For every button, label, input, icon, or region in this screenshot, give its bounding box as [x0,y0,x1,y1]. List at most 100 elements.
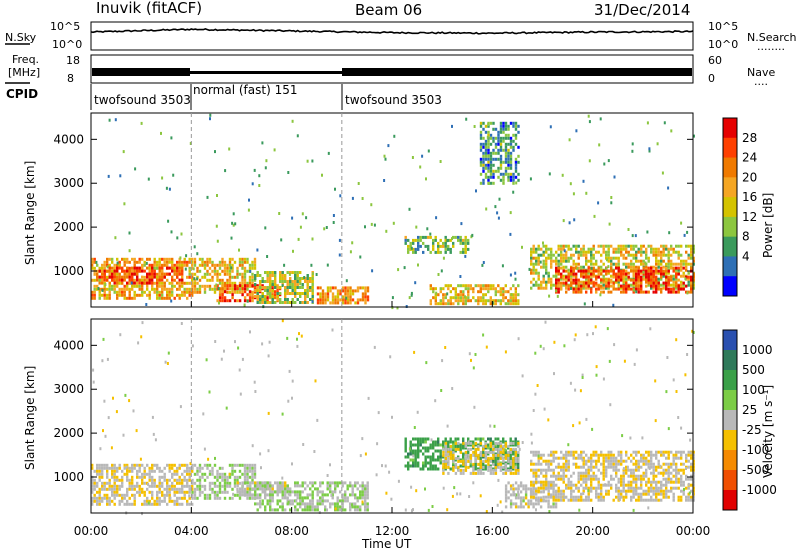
power-cell-2511 [635,290,638,294]
power-cell-655 [248,263,252,267]
power-cell-632 [241,263,244,267]
power-cell-383 [113,272,116,276]
power-cell-2539 [345,296,348,300]
velocity-cell-1989 [635,498,638,502]
power-cell-5 [91,290,94,294]
power-cell-314 [178,293,181,297]
velocity-cell-2268 [626,465,629,469]
velocity-cell-1781 [587,477,590,481]
velocity-cell-2008 [640,483,643,487]
velocity-cell-441 [218,466,222,470]
velocity-cell-1565 [537,450,540,454]
power-cell-450 [153,272,156,276]
velocity-cell-211 [148,484,151,488]
velocity-cell-347 [186,499,189,503]
velocity-cell-442 [218,472,222,476]
velocity-cell-862 [356,481,359,485]
power-cell-726 [248,290,252,294]
power-cell-2124 [655,266,658,270]
power-cell-439 [148,272,151,276]
velocity-cell-117 [121,475,124,479]
velocity-cell-6 [91,487,94,491]
velocity-cell-296 [173,478,176,482]
velocity-cell-1629 [552,459,555,463]
velocity-cell-1500 [537,496,540,500]
power-cell-2340 [504,157,508,161]
velocity-cell-2065 [652,477,655,481]
power-cell-1106 [447,247,450,251]
power-cell-1805 [667,265,670,269]
power-cell-960 [319,286,322,290]
velocity-cell-1761 [582,489,585,493]
velocity-cell-2148 [672,459,675,463]
power-cell-2311 [499,154,503,158]
power-cell-3 [91,266,94,270]
power-cell-1954 [577,278,580,282]
power-cell-2306 [499,136,503,140]
velocity-cell-1200 [514,437,517,441]
power-cell-806 [264,286,267,289]
velocity-cell-237 [156,493,159,497]
velocity-cell-138 [126,493,129,497]
power-cell-507 [198,263,202,267]
power-cell-1040 [364,295,367,299]
velocity-cell-1624 [550,486,553,490]
velocity-cell-1795 [590,480,593,484]
power-cell-2007 [602,290,605,294]
power-cell-814 [266,280,269,283]
power-cell-1197 [464,302,467,306]
velocity-cell-1319 [479,459,483,463]
velocity-cell-2272 [581,373,584,377]
power-cell-2082 [637,278,640,282]
power-cell-1270 [507,302,510,306]
velocity-cell-373 [193,481,197,485]
velocity-cell-2093 [657,498,660,502]
velocity-cell-1047 [459,443,462,447]
velocity-cell-235 [156,484,159,488]
velocity-cell-404 [203,487,207,491]
velocity-cell-1737 [577,489,580,493]
velocity-cell-1777 [587,465,590,469]
velocity-cell-1268 [459,471,463,475]
power-cell-2150 [665,284,668,288]
power-cell-1935 [570,272,573,276]
power-cell-588 [226,281,229,285]
velocity-cell-1930 [622,480,625,484]
velocity-cell-1518 [547,505,550,509]
noise-left-tick-low: 10^0 [52,38,82,51]
velocity-cell-408 [206,466,209,470]
velocity-cell-1780 [587,474,590,478]
velocity-cell-5 [91,484,94,488]
velocity-cell-2186 [680,489,683,493]
velocity-cell-319 [178,490,181,494]
power-cell-1846 [680,244,683,248]
station-title: Inuvik (fitACF) [96,0,202,17]
power-cell-1217 [479,284,482,288]
velocity-cell-2002 [640,456,643,460]
power-cell-2648 [338,238,341,242]
power-cell-2482 [247,208,250,212]
power-cell-2541 [192,267,195,271]
velocity-cell-646 [264,496,267,500]
power-cell-894 [294,271,297,274]
power-cell-2390 [514,157,518,161]
power-cell-466 [166,272,169,276]
velocity-cell-959 [424,458,427,462]
power-cell-2480 [585,191,588,195]
power-cell-2031 [615,275,618,279]
power-cell-1250 [494,302,497,306]
power-cell-1977 [587,281,590,285]
velocity-cell-2029 [645,474,648,478]
power-cell-2457 [509,273,512,277]
velocity-cell-1662 [560,477,563,481]
velocity-cell-1167 [502,467,505,471]
velocity-cell-1822 [597,468,600,472]
velocity-cell-1051 [459,464,462,468]
power-cell-1916 [560,266,563,270]
velocity-cell-225 [151,502,154,506]
power-cell-1191 [462,299,465,303]
power-cell-2477 [119,174,122,178]
power-cell-2087 [640,275,643,279]
